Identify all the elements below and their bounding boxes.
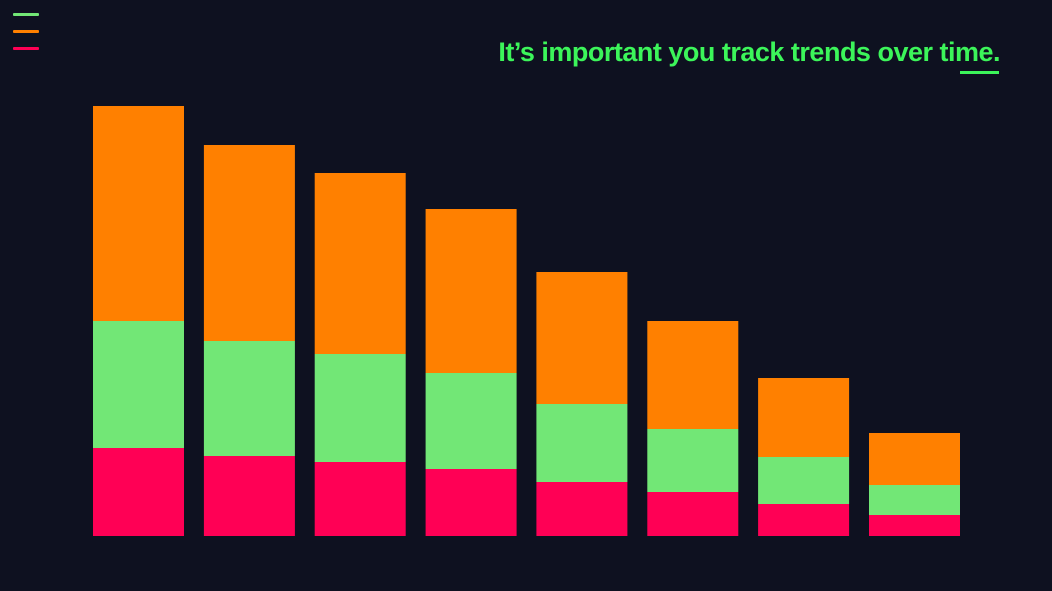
bar-segment-8-series-3 bbox=[869, 433, 960, 485]
bar-segment-4-series-3 bbox=[425, 209, 517, 373]
bar-segment-2-series-2 bbox=[203, 341, 295, 456]
bar-segment-8-series-2 bbox=[869, 485, 960, 515]
bar-segment-3-series-3 bbox=[314, 173, 406, 354]
menu-line-top bbox=[13, 13, 39, 16]
bar-segment-8-series-1 bbox=[869, 515, 960, 536]
bar-segment-1-series-3 bbox=[93, 106, 184, 321]
menu-line-middle bbox=[13, 30, 39, 33]
bar-segment-6-series-2 bbox=[647, 429, 739, 492]
bar-segment-7-series-2 bbox=[758, 457, 850, 504]
hamburger-menu-icon[interactable] bbox=[13, 12, 39, 52]
menu-line-bottom bbox=[13, 47, 39, 50]
bar-segment-5-series-2 bbox=[536, 404, 628, 482]
bar-segment-1-series-2 bbox=[93, 321, 184, 448]
bar-segment-6-series-1 bbox=[647, 492, 739, 536]
headline-underline bbox=[960, 71, 999, 74]
bar-segment-7-series-3 bbox=[758, 378, 850, 457]
bar-segment-5-series-1 bbox=[536, 482, 628, 536]
bar-segment-2-series-3 bbox=[203, 145, 295, 341]
page-headline: It’s important you track trends over tim… bbox=[498, 37, 1000, 67]
bar-segment-4-series-2 bbox=[425, 373, 517, 469]
bar-segment-6-series-3 bbox=[647, 321, 739, 429]
bar-segment-2-series-1 bbox=[203, 456, 295, 536]
bar-segment-7-series-1 bbox=[758, 504, 850, 536]
bar-segment-3-series-1 bbox=[314, 462, 406, 536]
bar-segment-1-series-1 bbox=[93, 448, 184, 536]
bar-segment-3-series-2 bbox=[314, 354, 406, 462]
bar-segment-5-series-3 bbox=[536, 272, 628, 404]
bar-segment-4-series-1 bbox=[425, 469, 517, 536]
